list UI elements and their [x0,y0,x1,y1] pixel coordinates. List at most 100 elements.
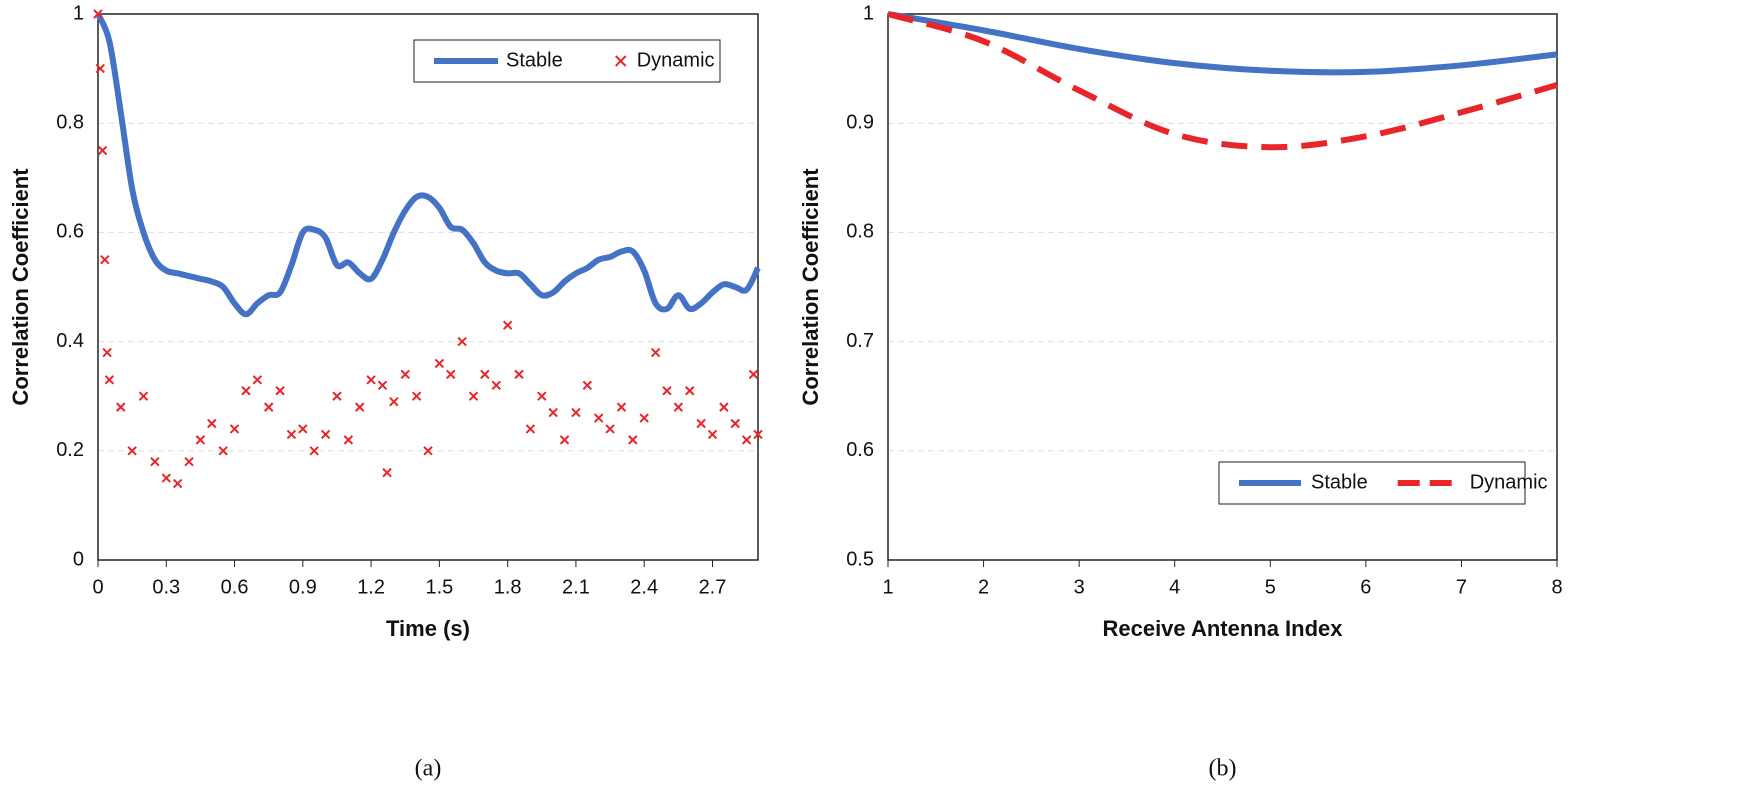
scatter-point [343,435,354,445]
scatter-point [102,347,112,358]
y-tick-label: 1 [863,2,874,24]
legend-marker [615,55,627,67]
scatter-point [97,145,108,156]
legend-label: Stable [506,49,563,71]
scatter-point [332,391,342,401]
scatter-point [411,391,422,401]
scatter-point [571,407,581,418]
scatter-point [639,413,649,423]
y-tick-label: 0.4 [56,330,84,352]
scatter-point [298,424,308,434]
x-tick-label: 2.4 [630,576,658,598]
y-tick-label: 0.5 [846,548,874,570]
scatter-point [748,369,759,380]
scatter-point [320,429,331,440]
x-tick-label: 1.5 [425,576,453,598]
y-tick-label: 0.8 [846,221,874,243]
scatter-point [582,380,593,390]
scatter-point [382,467,392,478]
x-tick-label: 7 [1456,576,1467,598]
scatter-point [662,386,672,396]
scatter-point [457,336,467,347]
scatter-point [184,457,194,467]
legend-label: Dynamic [637,49,715,71]
x-tick-label: 1.2 [357,576,385,598]
series-line [95,12,761,318]
scatter-point [366,375,376,385]
x-tick-label: 1.8 [494,576,522,598]
x-tick-label: 0.6 [221,576,249,598]
scatter-point [559,435,570,445]
x-tick-label: 1 [882,576,893,598]
scatter-point [309,446,319,456]
scatter-point [400,369,410,380]
y-axis-label: Correlation Coefficient [798,168,823,406]
scatter-point [150,457,160,467]
y-tick-label: 0 [73,548,84,570]
x-tick-label: 5 [1265,576,1276,598]
scatter-point [605,424,615,434]
scatter-point [377,380,388,390]
scatter-point [446,369,456,380]
x-tick-label: 2 [978,576,989,598]
y-tick-label: 0.2 [56,439,84,461]
scatter-point [286,429,297,440]
scatter-point [685,386,695,396]
scatter-point [707,429,718,440]
scatter-point [100,254,110,265]
scatter-point [127,446,137,456]
x-tick-label: 8 [1551,576,1562,598]
scatter-point [673,402,684,412]
y-tick-label: 0.7 [846,330,874,352]
y-tick-label: 0.8 [56,111,84,133]
scatter-point [480,369,490,380]
y-axis-label: Correlation Coefficient [8,168,33,406]
caption: (a) [415,756,442,782]
scatter-point [741,435,752,445]
scatter-point [514,369,524,380]
plot-frame [97,13,759,561]
scatter-point [628,435,638,445]
plot-frame [887,13,1558,561]
scatter-point [104,375,115,385]
scatter-point [650,347,661,358]
scatter-point [616,402,627,412]
scatter-point [263,402,274,412]
scatter-point [753,429,763,440]
scatter-point [161,473,171,483]
scatter-point [730,418,740,429]
y-tick-label: 0.9 [846,111,874,133]
scatter-point [502,320,513,330]
scatter-point [229,424,240,434]
x-tick-label: 2.1 [562,576,590,598]
scatter-point [195,435,206,445]
scatter-point [138,391,149,401]
x-tick-label: 2.7 [699,576,727,598]
x-axis-label: Receive Antenna Index [1102,616,1343,641]
y-tick-label: 0.6 [846,439,874,461]
scatter-point [389,396,399,407]
scatter-point [434,358,445,369]
scatter-point [491,380,501,390]
scatter-point [207,418,217,429]
scatter-point [468,391,479,401]
scatter-point [719,402,729,412]
series-line [887,11,1558,76]
x-axis-label: Time (s) [386,616,470,641]
x-tick-label: 0 [92,576,103,598]
scatter-point [95,63,105,74]
scatter-point [525,424,536,434]
legend-label: Stable [1311,471,1368,493]
scatter-point [355,402,365,412]
scatter-point [172,478,183,489]
scatter-point [423,446,433,456]
scatter-point [275,386,285,396]
y-tick-label: 0.6 [56,221,84,243]
scatter-point [593,413,604,423]
caption: (b) [1209,756,1237,782]
scatter-point [252,375,263,385]
scatter-point [696,418,706,429]
x-tick-label: 4 [1169,576,1180,598]
scatter-point [93,9,103,19]
